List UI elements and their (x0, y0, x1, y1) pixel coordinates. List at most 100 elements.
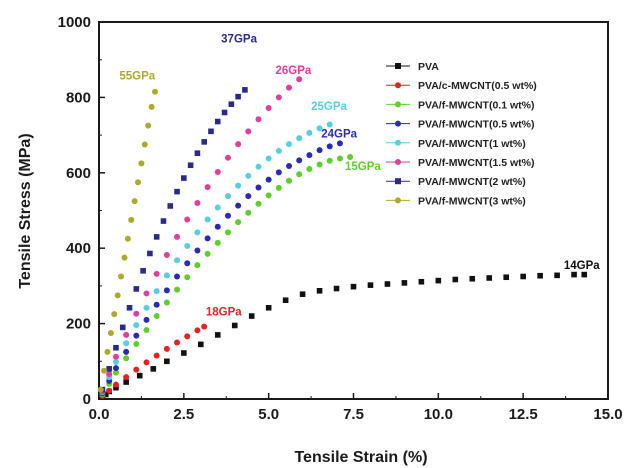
series-layer (97, 76, 588, 400)
x-tick-label: 0.0 (89, 406, 110, 423)
data-point (306, 166, 313, 173)
y-tick-label: 200 (66, 316, 91, 333)
data-point (153, 234, 160, 240)
data-point (163, 251, 170, 258)
data-point (194, 327, 201, 334)
data-point (104, 348, 111, 355)
data-point (214, 118, 221, 125)
data-point (347, 153, 354, 160)
data-point (224, 212, 231, 219)
modulus-label: 18GPa (206, 306, 242, 318)
y-axis-ticks: 0 200 400 600 800 1000 (58, 14, 105, 408)
data-point (418, 278, 425, 285)
data-point (133, 286, 140, 292)
data-point (143, 327, 150, 334)
data-point (194, 199, 201, 206)
x-tick-label: 5.0 (258, 406, 279, 423)
data-point (97, 386, 104, 393)
data-point (265, 304, 272, 311)
data-point (401, 280, 408, 286)
series-1 (99, 271, 588, 400)
data-point (245, 128, 252, 135)
data-point (164, 358, 170, 365)
data-point (486, 275, 493, 281)
legend-label: PVA/f-MWCNT(1 wt%) (418, 138, 526, 150)
data-point (235, 202, 242, 209)
data-point (537, 272, 543, 279)
legend-marker (395, 178, 401, 185)
data-point (214, 223, 221, 230)
data-point (204, 235, 211, 242)
data-point (123, 379, 129, 385)
data-point (112, 365, 119, 372)
annotation-layer: 14GPa 18GPa 15GPa 24GPa 25GPa 26GPa 37GPa 55GPa (119, 34, 600, 319)
legend-entry: PVA/f-MWCNT(1.5 wt%) (386, 157, 534, 169)
data-point (107, 330, 114, 337)
data-point (255, 200, 262, 207)
data-point (316, 288, 323, 294)
data-point (184, 242, 191, 249)
data-point (151, 88, 158, 95)
legend-marker (395, 139, 401, 146)
data-point (163, 287, 170, 294)
data-point (235, 219, 242, 226)
data-point (106, 366, 112, 372)
data-point (194, 262, 201, 269)
legend-entry: PVA/c-MWCNT(0.5 wt%) (386, 80, 537, 92)
x-tick-label: 10.0 (424, 406, 453, 423)
data-point (102, 391, 109, 398)
modulus-label: 25GPa (311, 101, 347, 113)
data-point (242, 87, 248, 93)
y-tick-label: 0 (83, 391, 91, 408)
data-point (245, 193, 252, 200)
data-point (181, 350, 187, 356)
data-point (296, 157, 303, 164)
data-point (150, 366, 157, 372)
modulus-label: 14GPa (564, 260, 600, 272)
data-point (126, 304, 133, 311)
data-point (133, 332, 140, 339)
legend-label: PVA/f-MWCNT(3 wt%) (418, 195, 526, 207)
data-point (163, 345, 170, 352)
data-point (153, 352, 160, 359)
data-point (123, 348, 130, 355)
data-point (255, 163, 262, 170)
data-point (275, 184, 282, 191)
legend-entry: PVA/f-MWCNT(1 wt%) (386, 138, 526, 150)
legend-marker (395, 63, 401, 69)
data-point (201, 139, 207, 145)
series-4 (99, 140, 343, 397)
data-point (581, 271, 588, 278)
x-tick-label: 7.5 (343, 406, 364, 423)
data-point (148, 103, 155, 110)
data-point (145, 122, 152, 129)
data-point (316, 147, 323, 154)
data-point (224, 154, 231, 161)
data-point (201, 323, 208, 330)
data-point (224, 229, 231, 236)
data-point (140, 268, 146, 274)
x-tick-label: 2.5 (173, 406, 194, 423)
data-point (133, 340, 140, 347)
data-point (221, 109, 228, 116)
data-point (143, 316, 150, 323)
data-point (286, 177, 293, 184)
legend-label: PVA/c-MWCNT(0.5 wt%) (418, 80, 537, 92)
data-point (174, 188, 180, 195)
data-point (167, 203, 174, 209)
data-point (336, 140, 343, 147)
data-point (184, 274, 191, 281)
data-point (123, 355, 130, 362)
data-point (333, 285, 340, 292)
data-point (194, 247, 201, 254)
data-point (123, 340, 130, 347)
legend-marker (395, 101, 401, 108)
legend-marker (395, 159, 401, 165)
data-point (520, 273, 526, 280)
data-point (350, 283, 357, 290)
data-point (306, 129, 313, 136)
x-axis-ticks: 0.0 2.5 5.0 7.5 10.0 12.5 15.0 (89, 393, 623, 423)
data-point (106, 387, 113, 394)
legend-marker (395, 82, 401, 89)
